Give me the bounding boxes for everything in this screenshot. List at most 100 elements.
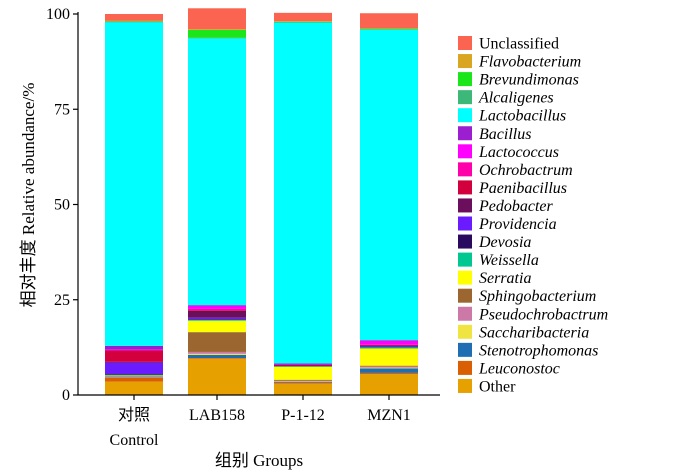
bar-segment — [188, 310, 246, 318]
legend-swatch — [458, 36, 472, 50]
bar-segment — [274, 383, 332, 395]
bar-segment — [105, 21, 163, 22]
legend-item: Serratia — [458, 270, 531, 287]
legend-item: Stenotrophomonas — [458, 342, 598, 359]
bar-segment — [105, 375, 163, 377]
bar-segment — [274, 12, 332, 22]
bar-stack — [274, 12, 332, 395]
y-tick-label: 75 — [54, 101, 70, 118]
legend-label: Sphingobacterium — [479, 288, 596, 305]
legend-swatch — [458, 270, 472, 285]
bar-segment — [274, 22, 332, 23]
bar-segment — [188, 30, 246, 38]
legend-label: Flavobacterium — [478, 54, 581, 71]
legend-swatch — [458, 378, 472, 393]
bar-segment — [188, 358, 246, 359]
legend-label: Providencia — [478, 216, 557, 233]
bar-segment — [274, 22, 332, 364]
bar-segment — [274, 381, 332, 383]
legend-label: Unclassified — [479, 36, 559, 53]
legend-item: Devosia — [458, 234, 531, 251]
bar-segment — [274, 380, 332, 382]
bar-segment — [360, 365, 418, 367]
y-axis: 0 25 50 75 100 — [46, 6, 79, 404]
legend-item: Sphingobacterium — [458, 288, 596, 305]
bar-segment — [105, 381, 163, 395]
legend-item: Lactobacillus — [458, 108, 566, 125]
legend-swatch — [458, 342, 472, 357]
legend-swatch — [458, 252, 472, 267]
legend-item: Providencia — [458, 216, 557, 233]
bar-segment — [188, 317, 246, 320]
bar-segment — [105, 377, 163, 378]
legend-swatch — [458, 216, 472, 231]
bars — [105, 8, 418, 395]
bar-segment — [360, 340, 418, 341]
legend-label: Saccharibacteria — [479, 324, 589, 341]
y-axis-title: 相对丰度 Relative abundance/% — [19, 83, 38, 308]
bar-segment — [105, 21, 163, 23]
legend-swatch — [458, 360, 472, 375]
bar-segment — [360, 28, 418, 29]
legend: UnclassifiedFlavobacteriumBrevundimonasA… — [458, 36, 608, 395]
legend-label: Brevundimonas — [479, 72, 579, 89]
y-tick-label: 0 — [62, 387, 70, 404]
bar-segment — [274, 366, 332, 367]
bar-segment — [105, 377, 163, 382]
bar-segment — [188, 29, 246, 31]
legend-swatch — [458, 198, 472, 213]
bar-stack — [360, 13, 418, 395]
x-tick-label: P-1-12 — [281, 407, 325, 424]
bar-segment — [188, 319, 246, 321]
bar-segment — [188, 320, 246, 333]
legend-swatch — [458, 324, 472, 339]
legend-label: Pseudochrobactrum — [478, 306, 608, 323]
legend-item: Flavobacterium — [458, 54, 581, 71]
bar-segment — [274, 364, 332, 366]
legend-label: Lactococcus — [478, 144, 559, 161]
legend-label: Stenotrophomonas — [479, 342, 598, 359]
bar-segment — [188, 8, 246, 30]
legend-swatch — [458, 126, 472, 141]
legend-label: Paenibacillus — [478, 180, 567, 197]
bar-segment — [360, 345, 418, 347]
bar-segment — [105, 376, 163, 378]
legend-label: Ochrobactrum — [479, 162, 573, 179]
x-tick-label: MZN1 — [367, 407, 411, 424]
bar-segment — [360, 28, 418, 30]
bar-segment — [274, 363, 332, 365]
legend-item: Lactococcus — [458, 144, 559, 161]
legend-swatch — [458, 306, 472, 321]
legend-swatch — [458, 108, 472, 123]
bar-segment — [360, 29, 418, 30]
bar-segment — [188, 353, 246, 355]
bar-segment — [274, 364, 332, 365]
bar-segment — [360, 340, 418, 345]
bar-segment — [105, 375, 163, 376]
bar-segment — [274, 366, 332, 380]
legend-item: Other — [458, 378, 516, 395]
bar-segment — [360, 29, 418, 341]
bar-segment — [360, 346, 418, 349]
legend-swatch — [458, 72, 472, 87]
bar-segment — [188, 305, 246, 309]
legend-item: Ochrobactrum — [458, 162, 573, 179]
bar-segment — [188, 38, 246, 306]
bar-segment — [274, 21, 332, 22]
bar-segment — [105, 20, 163, 22]
legend-item: Pedobacter — [458, 198, 554, 215]
x-tick-label: 对照 — [118, 406, 150, 424]
y-tick-label: 50 — [54, 197, 70, 214]
bar-segment — [188, 319, 246, 320]
bar-segment — [360, 374, 418, 395]
legend-label: Serratia — [479, 270, 531, 287]
bar-segment — [360, 367, 418, 369]
legend-label: Weissella — [479, 252, 539, 269]
legend-swatch — [458, 234, 472, 249]
y-tick-label: 100 — [46, 6, 70, 23]
bar-segment — [360, 345, 418, 347]
bar-segment — [360, 348, 418, 366]
bar-segment — [188, 358, 246, 395]
bar-segment — [274, 363, 332, 364]
